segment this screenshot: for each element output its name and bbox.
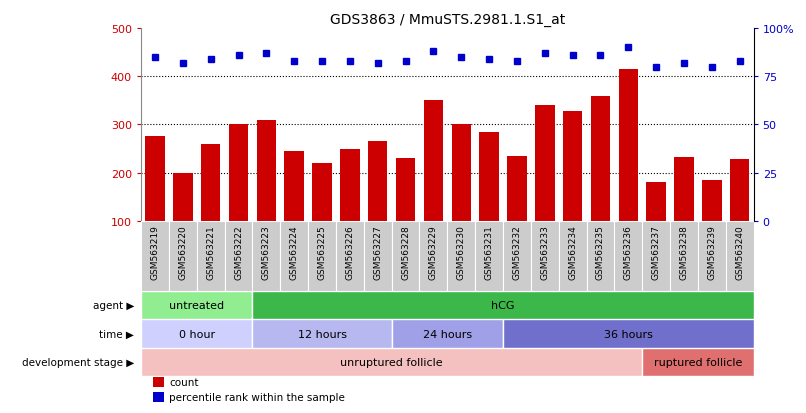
Bar [535, 106, 555, 221]
Bar [614, 221, 642, 292]
Bar [503, 221, 531, 292]
Text: GSM563234: GSM563234 [568, 225, 577, 280]
Bar [563, 112, 583, 221]
Bar [364, 221, 392, 292]
Bar [340, 149, 359, 221]
Text: GSM563233: GSM563233 [540, 225, 549, 280]
Text: GSM563220: GSM563220 [178, 225, 187, 280]
Bar [169, 221, 197, 292]
Bar [308, 221, 336, 292]
Text: count: count [169, 377, 199, 387]
Bar [618, 70, 638, 221]
Bar [531, 221, 559, 292]
Bar [285, 152, 304, 221]
Bar [646, 183, 666, 221]
Text: GSM563236: GSM563236 [624, 225, 633, 280]
Text: time ▶: time ▶ [99, 329, 134, 339]
Text: GSM563239: GSM563239 [708, 225, 717, 280]
Text: 24 hours: 24 hours [423, 329, 472, 339]
Bar [392, 320, 503, 348]
Text: GSM563230: GSM563230 [457, 225, 466, 280]
Bar [145, 137, 164, 221]
Text: hCG: hCG [492, 301, 515, 311]
Bar [396, 159, 415, 221]
Bar [476, 221, 503, 292]
Bar [670, 221, 698, 292]
Text: agent ▶: agent ▶ [93, 301, 134, 311]
Bar [141, 348, 642, 376]
Text: ruptured follicle: ruptured follicle [654, 357, 742, 367]
Bar [252, 221, 280, 292]
Text: GSM563227: GSM563227 [373, 225, 382, 280]
Bar [587, 221, 614, 292]
Bar [642, 348, 754, 376]
Bar [480, 132, 499, 221]
Text: GSM563225: GSM563225 [318, 225, 326, 280]
Text: GSM563226: GSM563226 [346, 225, 355, 280]
Bar [141, 320, 252, 348]
Bar [698, 221, 725, 292]
Bar [507, 157, 526, 221]
Text: development stage ▶: development stage ▶ [22, 357, 134, 367]
Text: GSM563235: GSM563235 [596, 225, 605, 280]
Bar [252, 292, 754, 320]
Text: GSM563232: GSM563232 [513, 225, 521, 280]
Bar [730, 160, 750, 221]
Text: GSM563224: GSM563224 [289, 225, 299, 279]
Text: percentile rank within the sample: percentile rank within the sample [169, 392, 345, 403]
Text: 36 hours: 36 hours [604, 329, 653, 339]
Bar [559, 221, 587, 292]
Text: untreated: untreated [169, 301, 224, 311]
Bar [503, 320, 754, 348]
Bar [173, 173, 193, 221]
Text: GSM563229: GSM563229 [429, 225, 438, 280]
Bar [725, 221, 754, 292]
Bar [141, 221, 169, 292]
Bar [702, 180, 721, 221]
Title: GDS3863 / MmuSTS.2981.1.S1_at: GDS3863 / MmuSTS.2981.1.S1_at [330, 12, 565, 26]
Bar [141, 292, 252, 320]
Text: GSM563231: GSM563231 [484, 225, 493, 280]
Text: GSM563222: GSM563222 [234, 225, 243, 279]
Bar [225, 221, 252, 292]
Bar [447, 221, 476, 292]
Bar [451, 125, 471, 221]
Text: GSM563228: GSM563228 [401, 225, 410, 280]
Text: GSM563237: GSM563237 [652, 225, 661, 280]
Bar [256, 120, 276, 221]
Bar [201, 145, 220, 221]
Bar [591, 96, 610, 221]
Bar [312, 164, 332, 221]
Bar [153, 392, 164, 402]
Text: 12 hours: 12 hours [297, 329, 347, 339]
Bar [197, 221, 225, 292]
Text: 0 hour: 0 hour [179, 329, 215, 339]
Text: GSM563238: GSM563238 [679, 225, 688, 280]
Text: GSM563219: GSM563219 [151, 225, 160, 280]
Bar [280, 221, 308, 292]
Bar [336, 221, 364, 292]
Text: unruptured follicle: unruptured follicle [340, 357, 443, 367]
Bar [419, 221, 447, 292]
Bar [424, 101, 443, 221]
Bar [368, 142, 388, 221]
Bar [229, 125, 248, 221]
Bar [675, 157, 694, 221]
Text: GSM563240: GSM563240 [735, 225, 744, 280]
Bar [392, 221, 419, 292]
Bar [252, 320, 392, 348]
Text: GSM563221: GSM563221 [206, 225, 215, 280]
Text: GSM563223: GSM563223 [262, 225, 271, 280]
Bar [153, 377, 164, 387]
Bar [642, 221, 670, 292]
